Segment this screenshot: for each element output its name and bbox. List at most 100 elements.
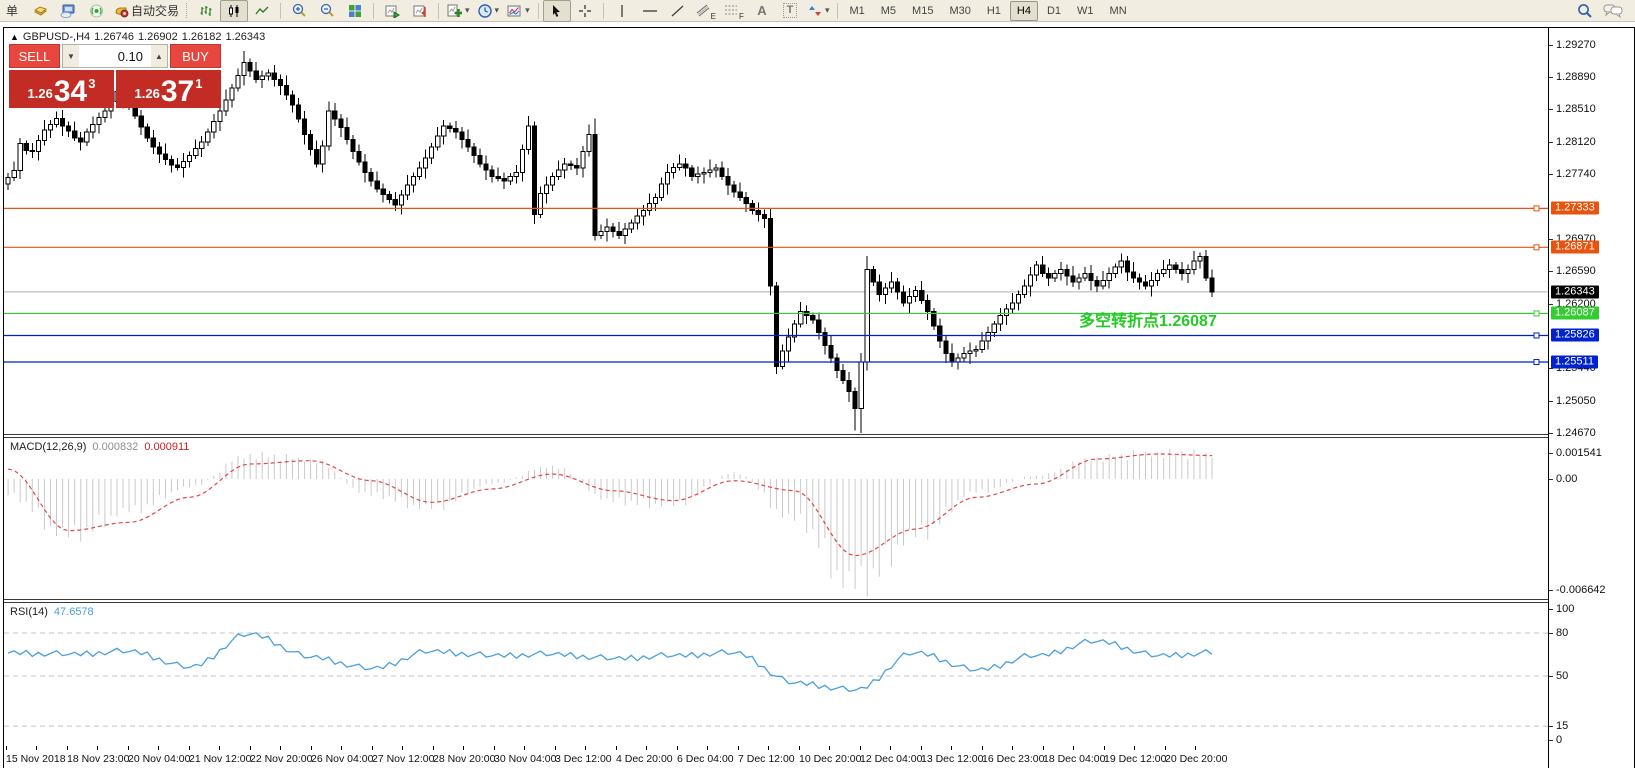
axis-tick-label: -0.006642 bbox=[1556, 583, 1606, 596]
sell-price-sup: 3 bbox=[88, 76, 96, 91]
time-axis-label: 30 Nov 04:00 bbox=[494, 753, 557, 765]
rsi-chart[interactable] bbox=[4, 603, 1548, 746]
timeframe-m1-button[interactable]: M1 bbox=[849, 4, 865, 17]
price-line-label[interactable]: 1.25826 bbox=[1551, 328, 1599, 342]
text-tool-button[interactable]: A bbox=[748, 0, 776, 22]
tile-windows-button[interactable] bbox=[341, 0, 369, 22]
timeframe-w1-button[interactable]: W1 bbox=[1077, 4, 1094, 17]
toolbar-separator bbox=[537, 2, 539, 19]
time-axis[interactable]: 15 Nov 2018 18 Nov 23:00 20 Nov 04:00 21 No… bbox=[4, 746, 1548, 768]
pane-splitter[interactable] bbox=[4, 434, 1634, 438]
volume-input[interactable] bbox=[79, 45, 151, 67]
candlestick-chart[interactable] bbox=[4, 28, 1548, 436]
pivot-annotation-text[interactable]: 多空转折点1.26087 bbox=[1079, 313, 1217, 330]
channel-icon bbox=[696, 4, 711, 17]
fibonacci-icon bbox=[724, 4, 739, 17]
virtual-hosting-button[interactable] bbox=[54, 0, 82, 22]
time-axis-label: 26 Nov 04:00 bbox=[311, 753, 374, 765]
axis-tick-label: 0.00 bbox=[1556, 473, 1578, 485]
time-tick-mark bbox=[36, 746, 37, 750]
timeframe-d1-button[interactable]: D1 bbox=[1046, 4, 1062, 17]
chart-shift-button[interactable] bbox=[406, 0, 434, 22]
time-tick-mark bbox=[433, 746, 434, 750]
ohlc-open: 1.26746 bbox=[94, 31, 134, 43]
price-line-label[interactable]: 1.27333 bbox=[1551, 201, 1599, 215]
price-scale[interactable]: 1.29270 1.28890 1.28510 1.28120 1.27740 1.269… bbox=[1548, 28, 1634, 768]
axis-tick-mark bbox=[1549, 432, 1553, 434]
bar-chart-button[interactable] bbox=[192, 0, 220, 22]
timeframe-h1-button[interactable]: H1 bbox=[986, 4, 1001, 17]
axis-tick-mark bbox=[1549, 141, 1553, 143]
line-chart-icon bbox=[255, 4, 269, 18]
toolbar-separator bbox=[602, 2, 604, 19]
axis-tick-label: 1.27740 bbox=[1556, 168, 1596, 181]
price-chart-pane[interactable]: ▲ GBPUSD-,H4 1.26746 1.26902 1.26182 1.26343 … bbox=[4, 28, 1548, 436]
axis-tick-mark bbox=[1549, 174, 1553, 176]
crosshair-tool-button[interactable] bbox=[571, 0, 599, 22]
time-tick-mark bbox=[219, 746, 220, 750]
sell-button[interactable]: SELL bbox=[9, 44, 60, 68]
time-axis-label: 18 Dec 04:00 bbox=[1043, 753, 1106, 765]
cursor-tool-button[interactable] bbox=[542, 0, 571, 22]
price-line-label[interactable]: 1.26871 bbox=[1551, 240, 1599, 254]
zoom-in-button[interactable] bbox=[285, 0, 313, 22]
new-order-button[interactable]: 单 bbox=[0, 0, 26, 22]
price-line-label[interactable]: 1.25511 bbox=[1551, 355, 1598, 369]
autotrading-button[interactable]: 自动交易 bbox=[110, 0, 183, 22]
timeframe-h4-button[interactable]: H4 bbox=[1009, 0, 1038, 21]
time-axis-label: 22 Nov 20:00 bbox=[250, 753, 313, 765]
macd-pane[interactable]: MACD(12,26,9) 0.000832 0.000911 bbox=[4, 438, 1548, 601]
line-chart-button[interactable] bbox=[248, 0, 276, 22]
candlestick-chart-button[interactable] bbox=[220, 0, 249, 22]
tile-windows-icon bbox=[348, 4, 362, 18]
search-button[interactable] bbox=[1571, 0, 1599, 22]
pane-splitter[interactable] bbox=[4, 599, 1634, 603]
arrows-tool-button[interactable]: ▾ bbox=[804, 0, 834, 22]
vertical-line-tool-button[interactable] bbox=[608, 0, 636, 22]
channel-tool-button[interactable]: E bbox=[692, 0, 720, 22]
time-axis-label: 15 Nov 2018 bbox=[6, 753, 66, 765]
time-tick-mark bbox=[799, 746, 800, 750]
axis-tick-mark bbox=[1549, 675, 1553, 677]
templates-button[interactable]: ▾ bbox=[503, 0, 534, 22]
price-line-label[interactable]: 1.26087 bbox=[1551, 306, 1599, 320]
horizontal-line-tool-button[interactable] bbox=[636, 0, 664, 22]
timeframe-mn-button[interactable]: MN bbox=[1109, 4, 1127, 17]
axis-tick-label: 1.26200 bbox=[1556, 297, 1596, 310]
timeframe-m30-button[interactable]: M30 bbox=[949, 4, 971, 17]
community-button[interactable] bbox=[1599, 0, 1627, 22]
timeframe-m5-button[interactable]: M5 bbox=[880, 4, 897, 17]
signals-button[interactable] bbox=[82, 0, 110, 22]
toolbar-grip[interactable] bbox=[186, 3, 189, 18]
buy-price-button[interactable]: 1.26 37 1 bbox=[116, 70, 221, 108]
new-chart-button[interactable]: ▾ bbox=[443, 0, 474, 22]
buy-button[interactable]: BUY bbox=[170, 44, 221, 68]
sell-price-button[interactable]: 1.26 34 3 bbox=[9, 70, 114, 108]
time-tick-mark bbox=[616, 746, 617, 750]
market-watch-button[interactable] bbox=[26, 0, 54, 22]
rsi-pane[interactable]: RSI(14) 47.6578 bbox=[4, 603, 1548, 746]
volume-decrease-button[interactable]: ▼ bbox=[63, 45, 79, 67]
buy-price-prefix: 1.26 bbox=[134, 86, 160, 101]
fibonacci-tool-button[interactable]: F bbox=[720, 0, 748, 22]
volume-increase-button[interactable]: ▲ bbox=[151, 45, 167, 67]
time-axis-label: 3 Dec 12:00 bbox=[555, 753, 612, 765]
periods-button[interactable]: ▾ bbox=[474, 0, 504, 22]
axis-tick-mark bbox=[1549, 303, 1553, 305]
zoom-out-button[interactable] bbox=[313, 0, 341, 22]
time-tick-mark bbox=[738, 746, 739, 750]
auto-scroll-button[interactable] bbox=[378, 0, 406, 22]
horizontal-lines[interactable] bbox=[4, 205, 1548, 366]
macd-chart[interactable] bbox=[4, 438, 1548, 601]
time-axis-label: 21 Nov 12:00 bbox=[189, 753, 252, 765]
text-label-tool-button[interactable]: T bbox=[776, 0, 804, 22]
trendline-tool-button[interactable] bbox=[664, 0, 692, 22]
time-tick-mark bbox=[768, 746, 769, 750]
time-tick-mark bbox=[1104, 746, 1105, 750]
candles bbox=[5, 50, 1215, 433]
time-tick-mark bbox=[646, 746, 647, 750]
rsi-value: 47.6578 bbox=[53, 606, 94, 618]
ohlc-low: 1.26182 bbox=[181, 31, 222, 43]
toolbar-separator bbox=[438, 2, 440, 19]
timeframe-m15-button[interactable]: M15 bbox=[912, 4, 934, 17]
